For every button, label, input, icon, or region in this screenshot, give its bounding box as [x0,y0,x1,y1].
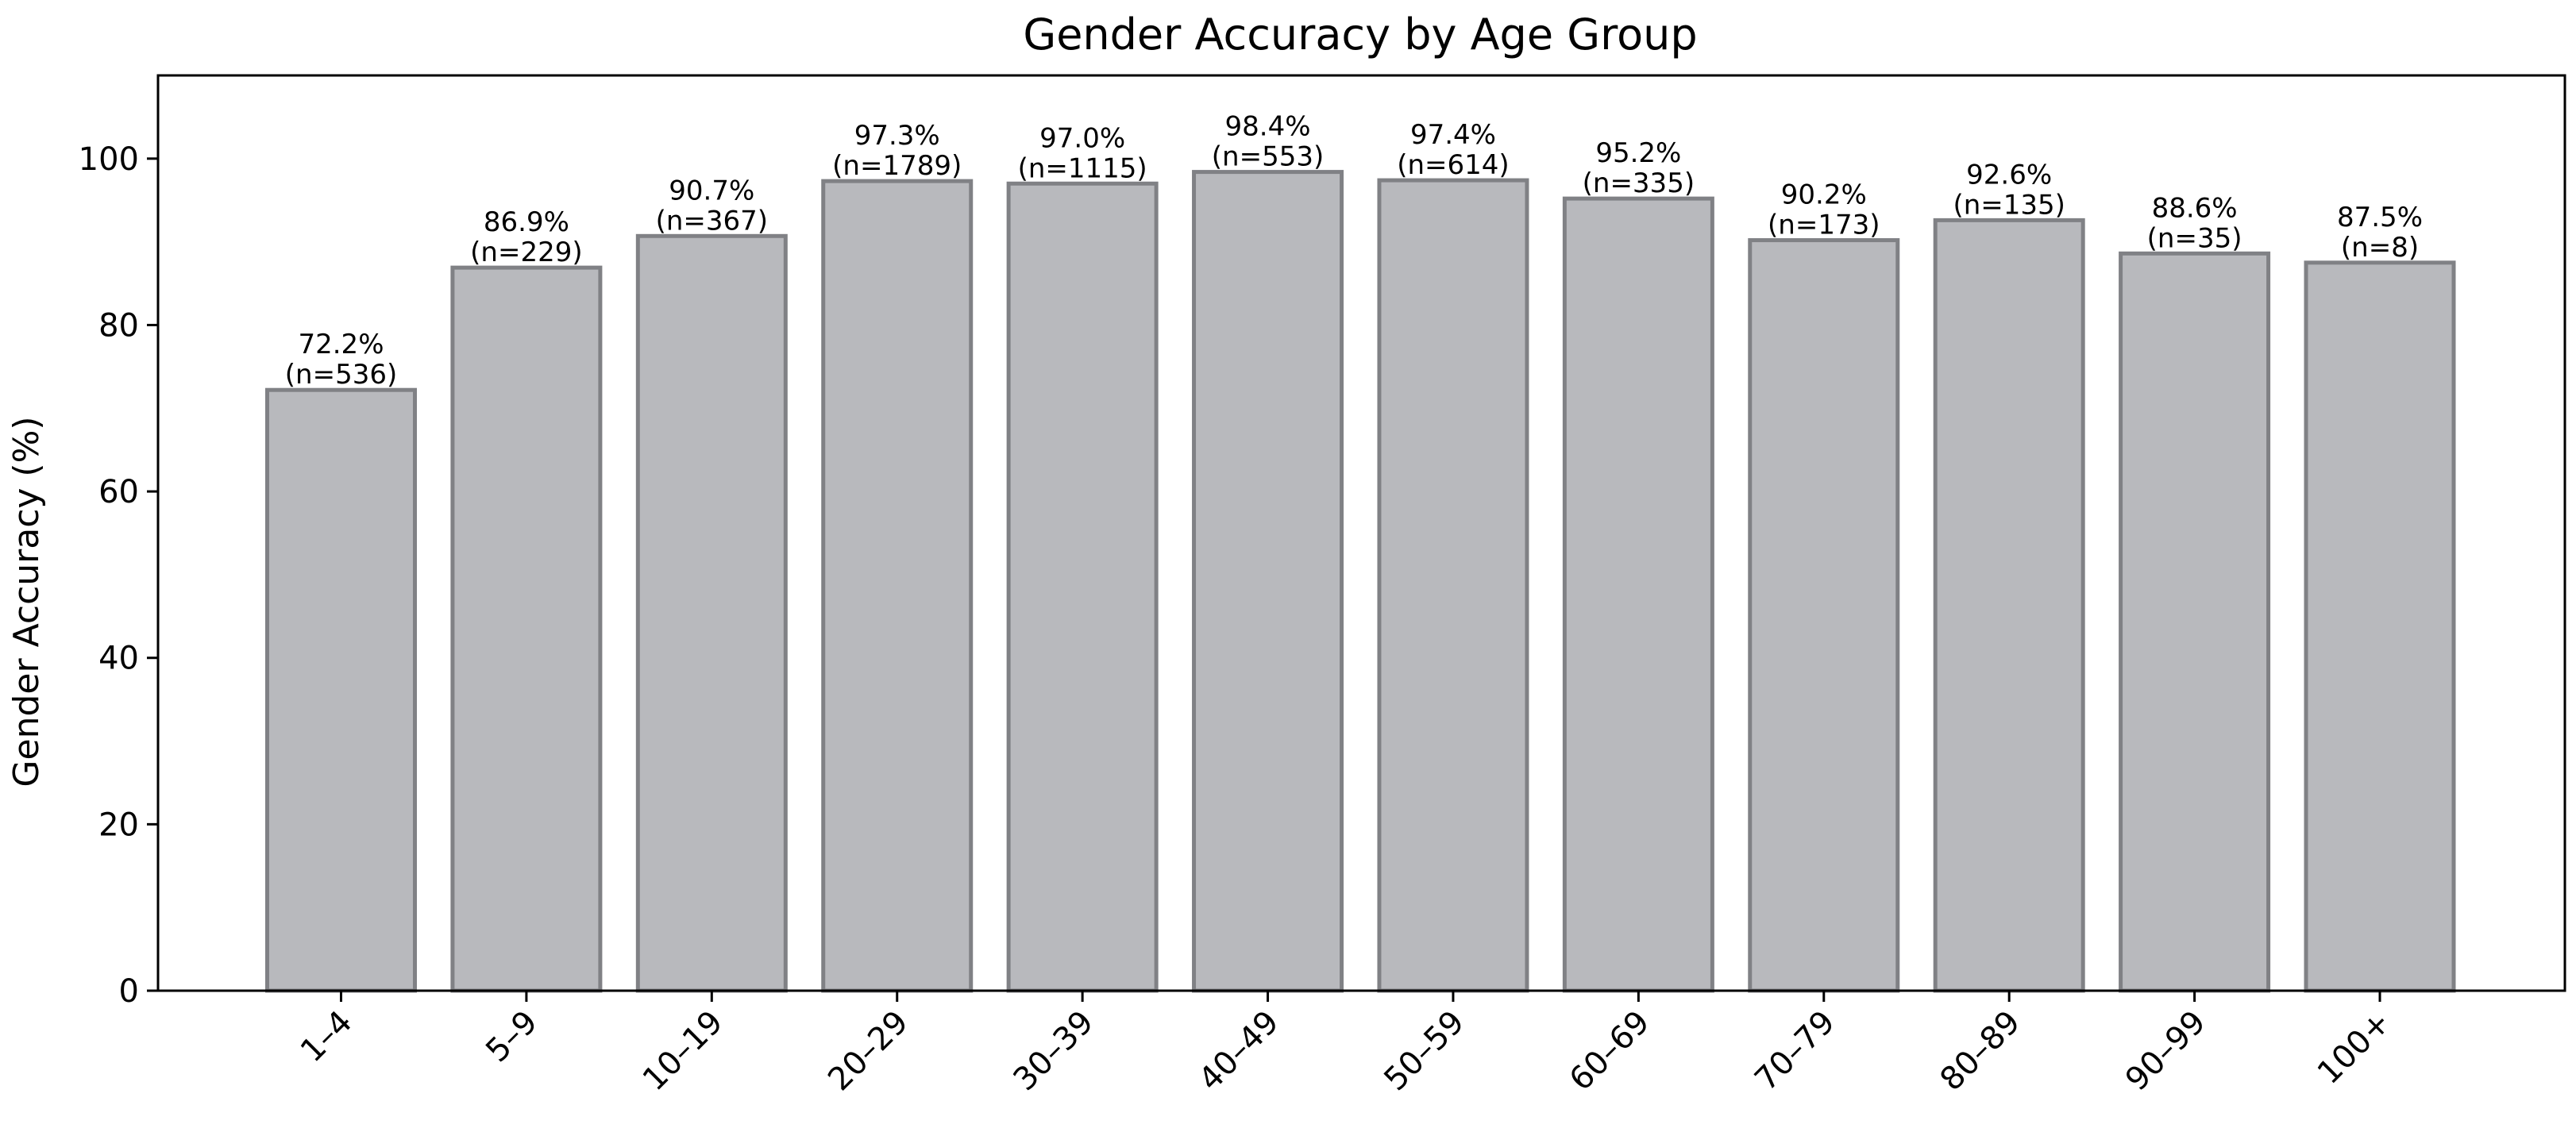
chart-title: Gender Accuracy by Age Group [1023,10,1697,60]
y-tick-label: 40 [98,641,139,677]
bar-count-label: (n=1115) [1018,152,1147,184]
bars-layer [265,170,2456,993]
bar-count-label: (n=335) [1583,167,1695,199]
bar-value-label: 95.2% [1595,137,1681,169]
y-tick-label: 100 [79,141,139,178]
x-tick-label: 50–59 [1377,1004,1471,1099]
x-tick-label: 20–29 [821,1004,916,1099]
bar-count-label: (n=1789) [832,150,962,182]
bar-count-label: (n=8) [2341,232,2419,264]
bar-value-label: 97.4% [1410,119,1496,151]
bar [635,233,788,993]
bar-value-label: 97.3% [854,120,940,152]
bar [265,387,417,993]
data-labels-layer: 72.2%(n=536) 86.9%(n=229) 90.7%(n=367) 97.3… [285,111,2423,391]
bar [450,265,603,993]
bar [2304,260,2456,993]
bar [1377,178,1529,993]
bar-count-label: (n=536) [285,359,397,391]
x-tick-label: 100+ [2311,1004,2398,1092]
y-axis-label: Gender Accuracy (%) [6,416,47,787]
bar-count-label: (n=367) [656,205,768,237]
x-tick-label: 70–79 [1748,1004,1842,1099]
bar [1748,238,1900,993]
x-tick-label: 5–9 [479,1004,545,1070]
x-tick-label: 60–69 [1563,1004,1657,1099]
bar [1006,181,1159,993]
x-tick-label: 90–99 [2119,1004,2213,1099]
bar-count-label: (n=173) [1768,210,1880,241]
bar-count-label: (n=553) [1212,141,1324,173]
plot-frame [156,74,2566,992]
bar-value-label: 72.2% [298,329,384,360]
y-tick-label: 20 [98,807,139,843]
bar [1933,218,2085,993]
bar [1192,170,1344,993]
x-tick-label: 40–49 [1192,1004,1286,1099]
bar-value-label: 88.6% [2152,192,2238,224]
bar [821,179,974,993]
x-tick-label: 80–89 [1934,1004,2028,1099]
bar-count-label: (n=614) [1397,149,1509,181]
x-tick-label: 10–19 [636,1004,731,1099]
y-tick-label: 60 [98,474,139,510]
bar-count-label: (n=135) [1953,189,2065,221]
bar [2119,251,2271,993]
bar-count-label: (n=35) [2147,222,2242,254]
bar-value-label: 87.5% [2337,202,2423,233]
bar-value-label: 98.4% [1225,111,1311,143]
bar-value-label: 90.2% [1781,179,1867,211]
bar [1562,196,1714,993]
x-tick-label: 30–39 [1007,1004,1101,1099]
bar-value-label: 86.9% [484,206,569,238]
y-tick-label: 80 [98,307,139,344]
y-tick-label: 0 [119,973,139,1010]
bar-value-label: 92.6% [1966,159,2052,191]
bar-count-label: (n=229) [470,237,582,268]
bar-value-label: 97.0% [1039,122,1125,154]
bar-value-label: 90.7% [669,175,754,206]
x-tick-label: 1–4 [294,1004,360,1070]
